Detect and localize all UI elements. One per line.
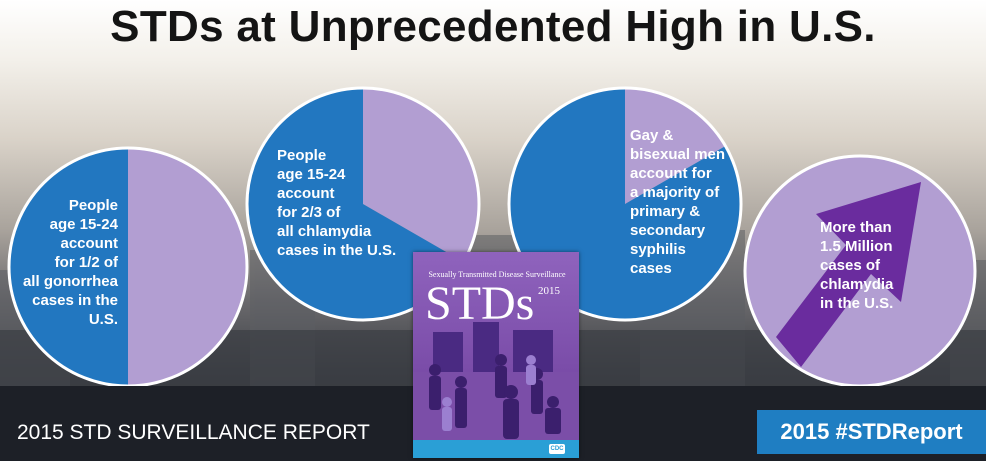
pie-label-line: account for xyxy=(630,165,712,182)
pie-slice xyxy=(9,148,128,386)
pie-label-line: account xyxy=(277,185,335,202)
pie-slice xyxy=(363,88,479,262)
report-cover[interactable]: Sexually Transmitted Disease Surveillanc… xyxy=(413,252,579,458)
pie-slice xyxy=(247,88,464,320)
pie-slice xyxy=(128,148,247,386)
pie-label-line: a majority of xyxy=(630,184,720,201)
pie-label-line: secondary xyxy=(630,222,706,239)
pie-label-line: syphilis xyxy=(630,241,686,258)
cover-title: STDs xyxy=(425,277,535,330)
pie-chart-chlamydia-total xyxy=(743,154,977,388)
pie-label-line: all chlamydia xyxy=(277,223,372,240)
up-arrow-icon xyxy=(776,182,921,367)
cover-kicker: Sexually Transmitted Disease Surveillanc… xyxy=(428,270,566,279)
pie-label-line: age 15-24 xyxy=(277,166,346,183)
pie-label-line: cases in the xyxy=(32,292,118,309)
pie-label-line: chlamydia xyxy=(820,276,894,293)
pie-label-chlamydia-total: More than 1.5 Million cases of chlamydia in … xyxy=(820,218,930,313)
pie-label-line: for 1/2 of xyxy=(54,254,118,271)
pie-label-line: cases xyxy=(630,260,672,277)
pie-label-line: in the U.S. xyxy=(820,295,894,312)
cover-year: 2015 xyxy=(538,285,560,297)
cover-people-illustration xyxy=(429,322,561,439)
hashtag-badge[interactable]: 2015 #STDReport xyxy=(757,410,986,454)
pie-label-line: bisexual men xyxy=(630,146,726,163)
pie-label-line: People xyxy=(277,147,327,164)
cdc-logo: CDC xyxy=(549,444,565,454)
pie-label-line: for 2/3 of xyxy=(277,204,341,221)
pie-label-line: Gay & xyxy=(630,127,674,144)
pie-chart-gonorrhea xyxy=(7,146,249,388)
pie-outline xyxy=(245,86,481,322)
page-title: STDs at Unprecedented High in U.S. xyxy=(110,2,876,51)
pie-label-line: cases in the U.S. xyxy=(277,242,397,259)
pie-label-line: 1.5 Million xyxy=(820,238,893,255)
cover-footer-band xyxy=(413,440,579,458)
pie-label-line: cases of xyxy=(820,257,881,274)
pie-label-line: More than xyxy=(820,219,892,236)
pie-label-line: account xyxy=(60,235,118,252)
pie-chart-chlamydia-young xyxy=(245,86,481,322)
pie-outline xyxy=(507,86,743,322)
pie-label-chlamydia-young: People age 15-24 account for 2/3 of all chla… xyxy=(277,146,437,260)
pie-label-line: primary & xyxy=(630,203,701,220)
pie-label-line: age 15-24 xyxy=(49,216,118,233)
pie-label-gonorrhea: People age 15-24 account for 1/2 of all gono… xyxy=(18,196,118,329)
pie-label-line: People xyxy=(68,197,118,214)
pie-label-line: all gonorrhea xyxy=(22,273,118,290)
footer-report-title: 2015 STD SURVEILLANCE REPORT xyxy=(17,421,370,444)
pie-label-line: U.S. xyxy=(88,311,118,328)
pie-label-syphilis: Gay & bisexual men account for a majority o… xyxy=(630,126,740,278)
